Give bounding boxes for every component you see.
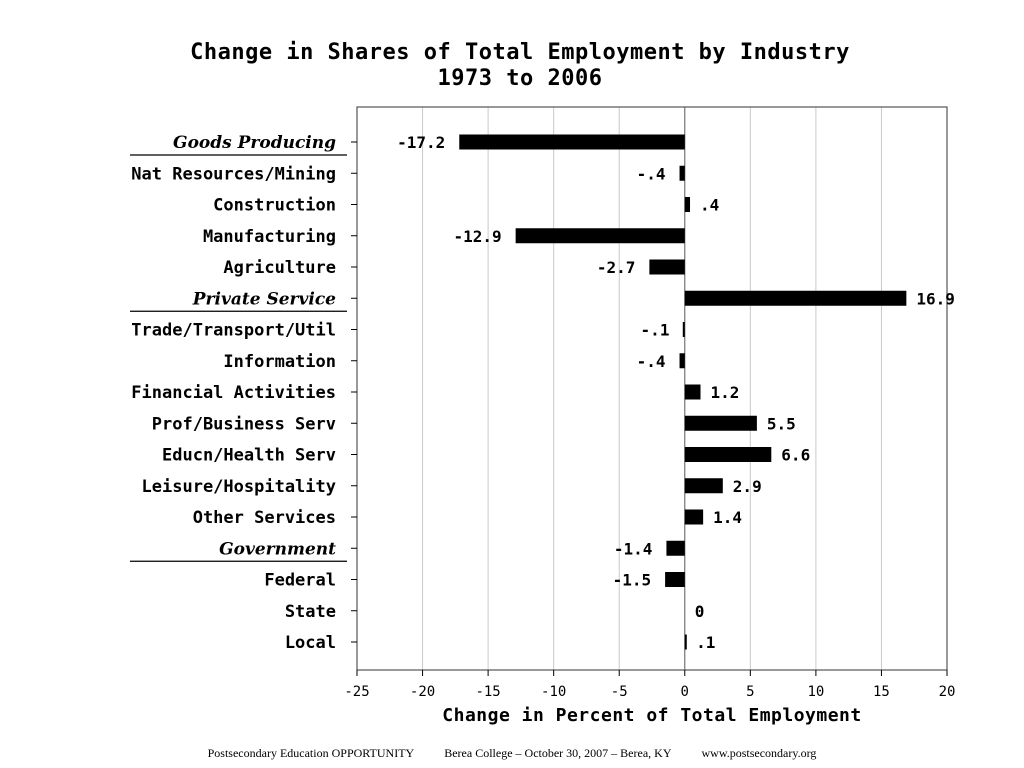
plot-frame [356,106,948,671]
value-label: 5.5 [767,414,796,433]
value-label: -12.9 [453,227,501,246]
x-tick-label: -25 [344,684,369,700]
x-tick-label: -10 [541,684,566,700]
bar [515,228,685,244]
bar [459,134,685,150]
group-header-label: Government [219,539,336,559]
chart-subtitle: 1973 to 2006 [437,66,603,91]
category-label: Manufacturing [203,227,336,247]
bar [684,197,691,212]
x-tick-label: 10 [807,684,824,700]
category-label: Agriculture [223,258,336,278]
value-label: 2.9 [733,477,762,496]
footer-left: Postsecondary Education OPPORTUNITY [207,746,415,760]
x-tick-label: -15 [475,684,500,700]
group-header-label: Private Service [192,289,336,309]
category-label: Nat Resources/Mining [131,164,336,184]
x-tick-label: -5 [611,684,628,700]
bar [684,384,701,400]
bar [684,478,723,494]
value-label: -17.2 [397,133,445,152]
value-label: 0 [695,602,705,621]
category-label: Financial Activities [131,383,336,403]
value-label: -.4 [637,164,666,183]
value-label: .4 [700,196,719,215]
value-label: 6.6 [781,446,810,465]
bar [682,322,685,337]
value-label: 1.4 [713,508,742,527]
bar [666,540,685,556]
bar [665,572,685,587]
bar [684,447,772,462]
bar [684,415,757,431]
category-label: Federal [264,571,336,591]
chart-title: Change in Shares of Total Employment by … [190,40,850,65]
x-tick-label: 0 [681,684,689,700]
footer-middle: Berea College – October 30, 2007 – Berea… [444,746,672,760]
value-label: 1.2 [711,383,740,402]
x-tick-label: -20 [410,684,435,700]
x-axis-label: Change in Percent of Total Employment [442,705,861,726]
category-label: Information [223,352,336,372]
bar [684,509,704,525]
x-tick-label: 15 [873,684,890,700]
bar [684,290,907,306]
bar [679,353,685,369]
category-label: Leisure/Hospitality [142,477,336,497]
category-label: Educn/Health Serv [162,446,336,466]
value-label: 16.9 [916,289,955,308]
footer: Postsecondary Education OPPORTUNITY Berea… [0,746,1024,761]
x-tick-label: 5 [746,684,754,700]
value-label: -2.7 [597,258,636,277]
bar [684,634,687,650]
value-label: -1.4 [614,539,653,558]
bar [679,165,685,181]
x-tick-label: 20 [939,684,956,700]
category-label: Prof/Business Serv [152,414,336,434]
value-label: -.1 [641,321,670,340]
category-label: Trade/Transport/Util [131,321,336,341]
category-label: Other Services [193,508,336,528]
bar-chart: -25 -20 -15 -10 -5 0 5 10 15 20 Change in Percent … [130,106,956,726]
value-label: -.4 [637,352,666,371]
footer-right: www.postsecondary.org [701,746,817,760]
category-label: Local [285,633,336,653]
group-header-label: Goods Producing [173,133,336,153]
value-label: .1 [696,633,715,652]
category-label: State [285,602,336,622]
bar [649,259,685,275]
category-label: Construction [213,196,336,216]
value-label: -1.5 [613,571,652,590]
